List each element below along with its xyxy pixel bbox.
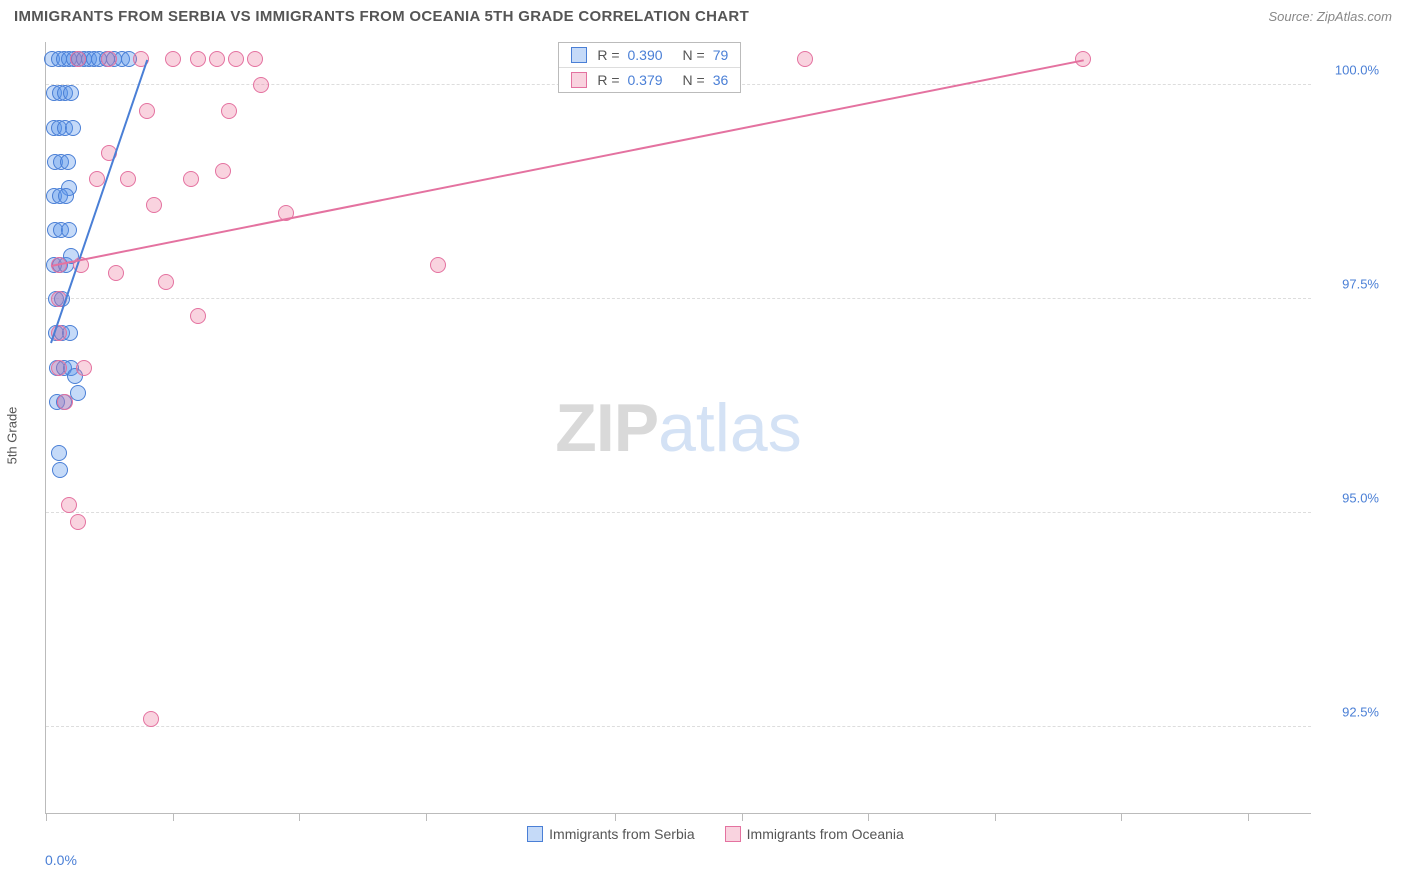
legend-bottom: Immigrants from Serbia Immigrants from Oc… [45,826,1386,842]
x-tick [299,813,300,821]
x-tick [868,813,869,821]
gridline-h [46,726,1311,727]
scatter-point-serbia [51,445,67,461]
scatter-point-oceania [190,51,206,67]
legend-item-serbia: Immigrants from Serbia [527,826,694,842]
scatter-point-oceania [183,171,199,187]
scatter-point-oceania [215,163,231,179]
n-value-serbia: 79 [713,47,729,63]
plot-wrap: 5th Grade ZIPatlas 100.0%97.5%95.0%92.5%… [45,42,1386,842]
chart-title: IMMIGRANTS FROM SERBIA VS IMMIGRANTS FRO… [14,8,749,25]
legend-item-oceania: Immigrants from Oceania [725,826,904,842]
source-name: ZipAtlas.com [1317,9,1392,24]
x-tick [426,813,427,821]
y-tick-label: 92.5% [1342,705,1379,720]
scatter-point-oceania [221,103,237,119]
scatter-point-oceania [247,51,263,67]
scatter-point-oceania [70,51,86,67]
x-tick [1248,813,1249,821]
source-prefix: Source: [1268,9,1316,24]
scatter-point-oceania [228,51,244,67]
x-tick [742,813,743,821]
scatter-point-oceania [139,103,155,119]
scatter-point-serbia [63,85,79,101]
r-prefix: R = [597,47,619,63]
scatter-point-oceania [253,77,269,93]
gridline-h [46,298,1311,299]
scatter-point-oceania [101,51,117,67]
swatch-oceania [571,72,587,88]
scatter-point-oceania [57,394,73,410]
legend-stats-row-serbia: R = 0.390 N = 79 [559,43,740,68]
r-prefix: R = [597,72,619,88]
x-axis-min-label: 0.0% [45,852,77,868]
gridline-h [46,512,1311,513]
legend-stats: R = 0.390 N = 79 R = 0.379 N = 36 [558,42,741,93]
y-tick-label: 95.0% [1342,491,1379,506]
y-axis-label: 5th Grade [5,406,20,464]
scatter-point-oceania [1075,51,1091,67]
legend-label-oceania: Immigrants from Oceania [747,826,904,842]
plot-area: 5th Grade ZIPatlas 100.0%97.5%95.0%92.5%… [45,42,1311,814]
scatter-point-oceania [430,257,446,273]
scatter-point-oceania [146,197,162,213]
scatter-point-serbia [58,188,74,204]
legend-stats-row-oceania: R = 0.379 N = 36 [559,68,740,92]
swatch-serbia [527,826,543,842]
watermark-atlas: atlas [658,390,802,466]
x-tick [995,813,996,821]
swatch-serbia [571,47,587,63]
n-prefix: N = [683,47,705,63]
scatter-point-oceania [108,265,124,281]
watermark: ZIPatlas [555,389,801,467]
scatter-point-oceania [89,171,105,187]
source-label: Source: ZipAtlas.com [1268,9,1392,24]
watermark-zip: ZIP [555,390,658,466]
n-prefix: N = [683,72,705,88]
r-value-serbia: 0.390 [628,47,663,63]
y-tick-label: 97.5% [1342,277,1379,292]
scatter-point-oceania [76,360,92,376]
scatter-point-oceania [158,274,174,290]
swatch-oceania [725,826,741,842]
scatter-point-oceania [51,360,67,376]
scatter-point-oceania [70,514,86,530]
r-value-oceania: 0.379 [628,72,663,88]
y-tick-label: 100.0% [1335,62,1379,77]
scatter-point-serbia [61,222,77,238]
scatter-point-serbia [65,120,81,136]
x-tick [1121,813,1122,821]
scatter-point-oceania [143,711,159,727]
scatter-point-oceania [165,51,181,67]
x-tick [615,813,616,821]
legend-label-serbia: Immigrants from Serbia [549,826,694,842]
scatter-point-serbia [60,154,76,170]
scatter-point-oceania [797,51,813,67]
x-tick [173,813,174,821]
n-value-oceania: 36 [713,72,729,88]
scatter-point-oceania [209,51,225,67]
scatter-point-serbia [52,462,68,478]
x-tick [46,813,47,821]
scatter-point-oceania [120,171,136,187]
scatter-point-oceania [61,497,77,513]
scatter-point-oceania [190,308,206,324]
